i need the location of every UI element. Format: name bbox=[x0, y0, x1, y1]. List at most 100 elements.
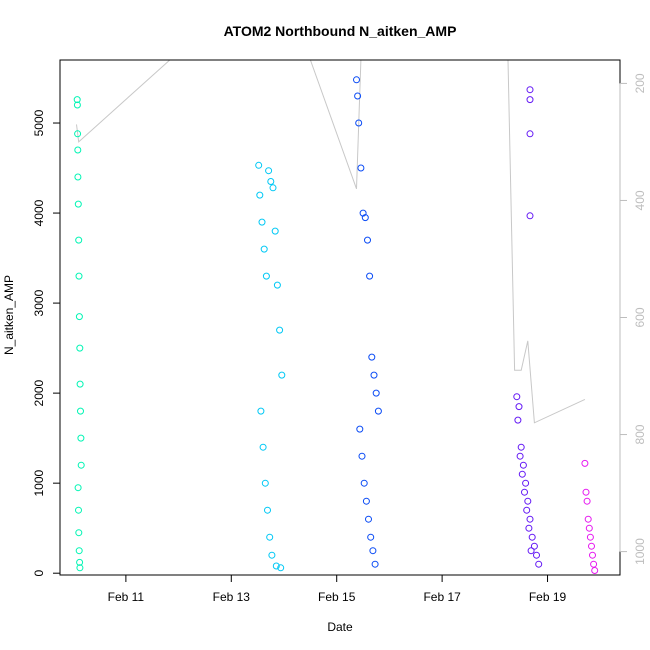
data-point bbox=[265, 167, 273, 175]
data-point bbox=[591, 567, 599, 574]
data-point bbox=[257, 407, 265, 415]
data-point bbox=[277, 564, 285, 572]
data-point bbox=[523, 506, 531, 514]
data-point bbox=[357, 164, 365, 172]
data-point bbox=[262, 272, 270, 280]
data-point bbox=[77, 461, 85, 469]
y-tick-label: 3000 bbox=[32, 289, 46, 316]
data-point bbox=[278, 371, 286, 379]
data-point bbox=[273, 281, 281, 289]
data-point bbox=[369, 547, 377, 555]
data-point bbox=[515, 403, 523, 411]
profile-lines bbox=[76, 59, 586, 424]
y-tick-label: 5000 bbox=[32, 109, 46, 136]
data-point bbox=[528, 533, 536, 541]
data-point bbox=[582, 488, 590, 496]
data-point bbox=[260, 245, 268, 253]
data-point bbox=[73, 101, 81, 109]
data-point bbox=[73, 96, 81, 104]
data-point bbox=[266, 533, 274, 541]
profile-line bbox=[76, 59, 586, 424]
y-tick-label: 4000 bbox=[32, 199, 46, 226]
y-axis: 0 1000 2000 3000 4000 5000 bbox=[32, 109, 60, 577]
data-point bbox=[513, 393, 521, 401]
data-point bbox=[581, 459, 589, 467]
right-axis: 200 400 600 800 1000 bbox=[619, 73, 647, 565]
data-point bbox=[370, 371, 378, 379]
data-point bbox=[374, 407, 382, 415]
data-point bbox=[74, 484, 82, 492]
data-point bbox=[355, 119, 363, 127]
x-axis: Feb 11 Feb 13 Feb 15 Feb 17 Feb 19 bbox=[108, 574, 567, 604]
data-point bbox=[354, 92, 362, 100]
data-point bbox=[584, 515, 592, 523]
right-tick-label: 200 bbox=[633, 73, 647, 93]
right-tick-label: 600 bbox=[633, 307, 647, 327]
data-point bbox=[585, 524, 593, 532]
data-point bbox=[516, 452, 524, 460]
data-point bbox=[526, 212, 534, 220]
data-point bbox=[533, 551, 540, 559]
data-point bbox=[526, 515, 534, 523]
data-point bbox=[272, 562, 280, 570]
data-point bbox=[590, 560, 598, 568]
y-tick-label: 2000 bbox=[32, 379, 46, 406]
y-tick-label: 1000 bbox=[32, 469, 46, 496]
data-point bbox=[361, 214, 369, 222]
data-point bbox=[589, 551, 596, 559]
data-point bbox=[362, 497, 370, 505]
data-point bbox=[358, 452, 366, 460]
data-point bbox=[517, 443, 525, 451]
data-point bbox=[524, 497, 532, 505]
y-axis-label: N_aitken_AMP bbox=[2, 275, 16, 355]
y-tick-label: 0 bbox=[32, 570, 46, 577]
data-point bbox=[77, 434, 85, 442]
data-point bbox=[353, 76, 360, 84]
data-point bbox=[365, 515, 372, 523]
chart-title: ATOM2 Northbound N_aitken_AMP bbox=[224, 23, 457, 39]
data-point bbox=[76, 380, 84, 388]
data-point bbox=[356, 425, 364, 433]
data-point bbox=[267, 178, 275, 185]
data-point bbox=[527, 547, 535, 555]
data-point bbox=[521, 488, 528, 496]
data-points bbox=[73, 76, 599, 574]
data-point bbox=[264, 506, 271, 514]
data-point bbox=[75, 506, 82, 514]
right-tick-label: 800 bbox=[633, 424, 647, 444]
data-point bbox=[526, 86, 534, 94]
data-point bbox=[368, 353, 376, 361]
data-point bbox=[522, 479, 530, 487]
data-point bbox=[535, 560, 543, 568]
right-tick-label: 400 bbox=[633, 190, 647, 210]
data-point bbox=[75, 313, 83, 321]
x-axis-label: Date bbox=[327, 620, 353, 634]
data-point bbox=[76, 558, 84, 566]
x-tick-label: Feb 15 bbox=[318, 590, 356, 604]
plot-frame bbox=[59, 59, 621, 576]
data-point bbox=[276, 326, 284, 334]
data-point bbox=[74, 173, 82, 181]
data-point bbox=[530, 542, 538, 550]
data-point bbox=[588, 542, 595, 550]
data-point bbox=[526, 130, 534, 138]
data-point bbox=[367, 533, 375, 541]
data-point bbox=[525, 524, 533, 532]
data-point bbox=[586, 533, 594, 541]
data-point bbox=[256, 191, 264, 199]
data-point bbox=[77, 407, 84, 415]
data-point bbox=[364, 236, 371, 244]
data-point bbox=[76, 564, 84, 572]
data-point bbox=[519, 461, 527, 469]
data-point bbox=[514, 416, 522, 424]
data-point bbox=[75, 547, 83, 555]
data-point bbox=[259, 443, 267, 451]
x-tick-label: Feb 17 bbox=[423, 590, 461, 604]
data-point bbox=[261, 479, 269, 487]
data-point bbox=[371, 560, 379, 568]
data-point bbox=[360, 479, 368, 487]
data-point bbox=[271, 227, 279, 235]
x-tick-label: Feb 19 bbox=[529, 590, 567, 604]
data-point bbox=[75, 529, 83, 537]
